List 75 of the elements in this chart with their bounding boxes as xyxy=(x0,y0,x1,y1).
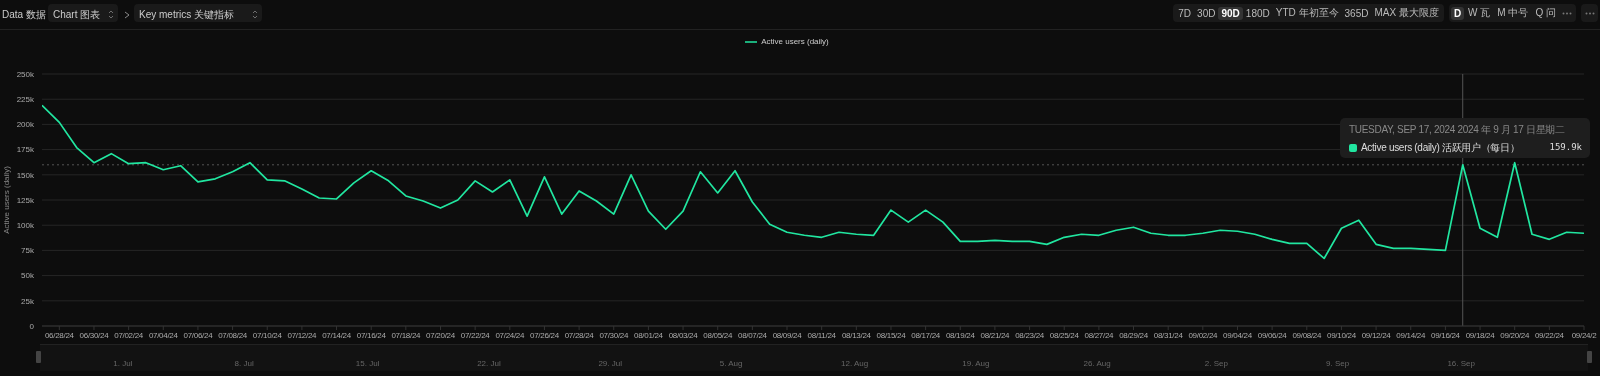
x-tick-label: 08/21/24 xyxy=(980,330,1011,340)
y-tick-label: 75k xyxy=(21,246,35,256)
x-tick-label: 09/06/24 xyxy=(1257,330,1288,340)
y-tick-label: 125k xyxy=(16,195,35,205)
x-tick-label: 07/10/24 xyxy=(252,330,283,340)
text: 365D xyxy=(1343,6,1370,20)
x-tick-label: 07/16/24 xyxy=(356,330,387,340)
x-tick-label: 08/27/24 xyxy=(1084,330,1115,340)
x-tick-label: 09/12/24 xyxy=(1361,330,1392,340)
text: D xyxy=(1450,6,1465,20)
x-tick-label: 08/07/24 xyxy=(737,330,768,340)
text: Q 问 xyxy=(1534,6,1557,20)
x-tick-label: 09/04/24 xyxy=(1223,330,1253,340)
x-tick-label: 09/24/2 xyxy=(1571,330,1598,340)
x-tick-label: 09/02/24 xyxy=(1188,330,1219,340)
y-tick-label: 225k xyxy=(16,95,35,105)
x-tick-label: 08/03/24 xyxy=(668,330,699,340)
x-tick-label: 07/04/24 xyxy=(148,330,179,340)
y-tick-label: 250k xyxy=(16,69,35,79)
x-tick-label: 07/06/24 xyxy=(183,330,214,340)
y-axis-title: Active users (daily) xyxy=(1,165,11,234)
x-tick-label: 09/08/24 xyxy=(1292,330,1322,340)
y-tick-label: 150k xyxy=(16,170,35,180)
x-tick-label: 07/26/24 xyxy=(530,330,560,340)
x-tick-label: 07/24/24 xyxy=(495,330,526,340)
annotation: Active users (daily) 活跃用户（每日） xyxy=(1361,141,1520,155)
y-tick-label: 0 xyxy=(29,321,35,331)
x-tick-label: 08/17/24 xyxy=(911,330,941,340)
x-tick-label: 08/15/24 xyxy=(876,330,907,340)
x-tick-label: 07/20/24 xyxy=(426,330,456,340)
y-tick-label: 50k xyxy=(21,271,35,281)
y-tick-label: 175k xyxy=(16,145,35,155)
x-tick-label: 09/10/24 xyxy=(1327,330,1357,340)
line-series xyxy=(42,104,1584,260)
x-tick-label: 08/05/24 xyxy=(703,330,733,340)
text: 180D xyxy=(1244,6,1271,20)
x-tick-label: 08/01/24 xyxy=(634,330,664,340)
x-tick-label: 08/11/24 xyxy=(807,330,837,340)
text: Chart 图表 xyxy=(53,8,101,22)
x-tick-label: 08/25/24 xyxy=(1049,330,1080,340)
x-tick-label: 09/14/24 xyxy=(1396,330,1426,340)
text: M 中号 xyxy=(1496,6,1530,20)
x-tick-label: 07/30/24 xyxy=(599,330,629,340)
text: MAX 最大限度 xyxy=(1373,6,1440,20)
x-tick-label: 07/28/24 xyxy=(564,330,595,340)
x-tick-label: 07/18/24 xyxy=(391,330,422,340)
text: 7D xyxy=(1177,6,1193,20)
x-tick-label: 09/18/24 xyxy=(1465,330,1496,340)
x-tick-label: 09/16/24 xyxy=(1431,330,1461,340)
x-tick-label: 07/14/24 xyxy=(322,330,352,340)
y-tick-label: 100k xyxy=(16,221,35,231)
text: 30D xyxy=(1196,6,1217,20)
text: Key metrics 关键指标 xyxy=(139,8,235,22)
x-tick-label: 07/22/24 xyxy=(460,330,491,340)
x-tick-label: 06/28/24 xyxy=(44,330,75,340)
x-tick-label: 09/20/24 xyxy=(1500,330,1530,340)
y-tick-label: 25k xyxy=(21,296,35,306)
y-tick-label: 200k xyxy=(16,120,35,130)
text: YTD 年初至今 xyxy=(1274,6,1340,20)
x-tick-label: 07/02/24 xyxy=(114,330,144,340)
x-tick-label: 08/19/24 xyxy=(945,330,976,340)
annotation: 159.9k xyxy=(1549,142,1582,152)
x-tick-label: 09/22/24 xyxy=(1534,330,1565,340)
text: W 瓦 xyxy=(1467,6,1492,20)
legend-label: Active users (daily) xyxy=(761,37,829,47)
text: Data 数据 xyxy=(2,8,46,22)
x-tick-label: 08/31/24 xyxy=(1153,330,1184,340)
x-tick-label: 08/13/24 xyxy=(841,330,872,340)
x-tick-label: 08/29/24 xyxy=(1119,330,1149,340)
text: 90D xyxy=(1218,6,1243,20)
x-tick-label: 08/09/24 xyxy=(772,330,803,340)
x-tick-label: 07/12/24 xyxy=(287,330,318,340)
x-tick-label: 06/30/24 xyxy=(79,330,110,340)
x-tick-label: 08/23/24 xyxy=(1015,330,1045,340)
x-tick-label: 07/08/24 xyxy=(218,330,248,340)
